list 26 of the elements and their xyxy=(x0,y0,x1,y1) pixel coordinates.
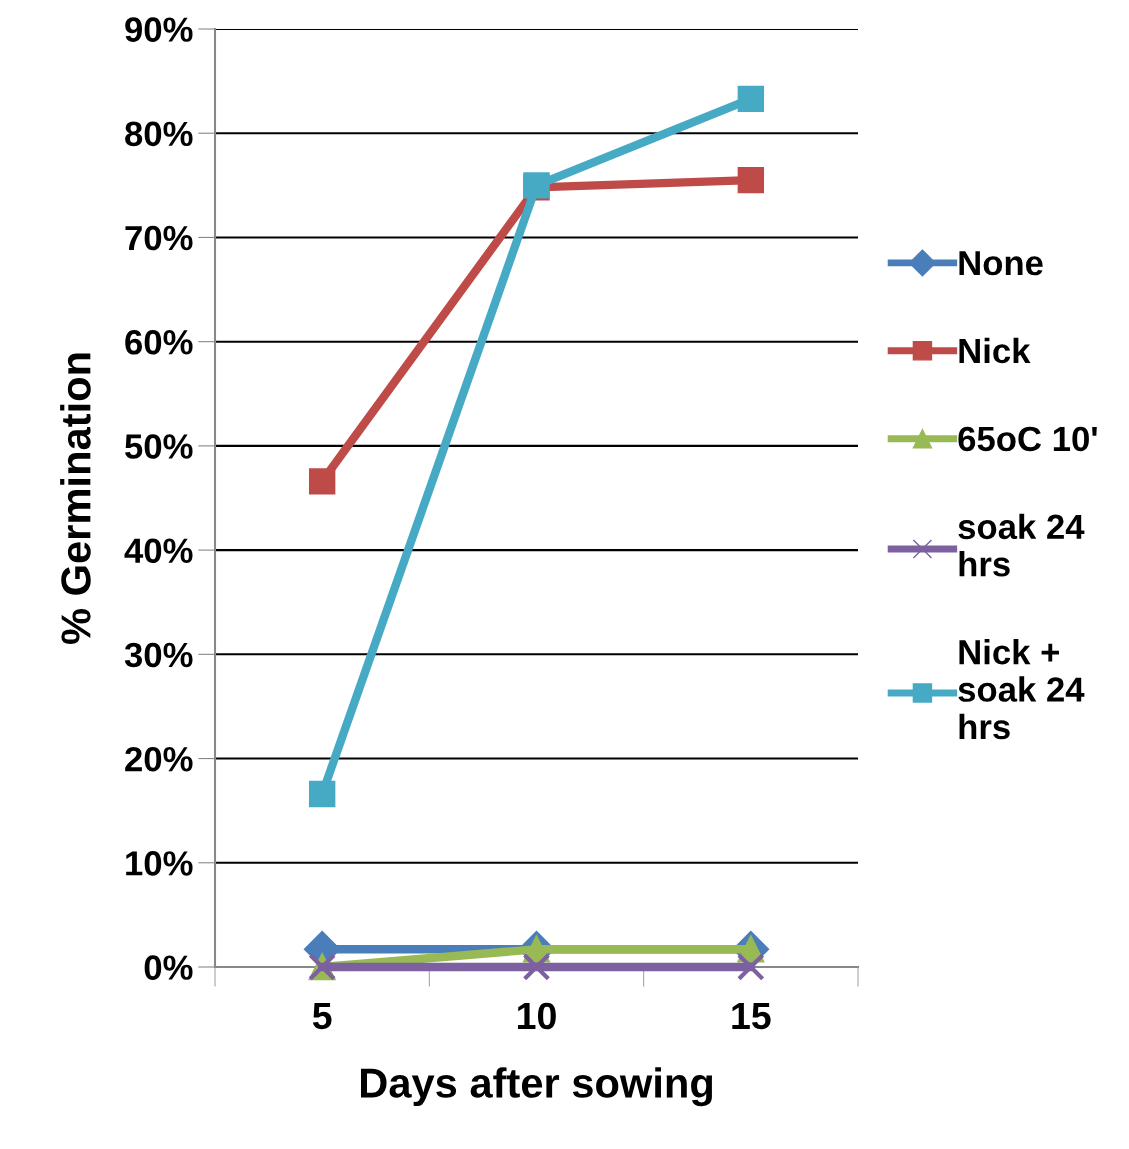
y-axis-title: % Germination xyxy=(60,353,91,644)
y-tick-label: 20% xyxy=(125,746,193,772)
point xyxy=(736,953,765,981)
legend-label: Nick + soak 24 hrs xyxy=(958,638,1085,740)
legend-label: Nick xyxy=(959,337,1031,364)
point xyxy=(737,166,765,194)
legend-label: soak 24 hrs xyxy=(958,513,1085,577)
y-tick-label: 10% xyxy=(126,851,193,876)
y-tick-label: 50% xyxy=(125,434,193,459)
point xyxy=(737,85,765,113)
y-tick-label: 40% xyxy=(124,538,193,564)
x-tick-label: 10 xyxy=(518,1002,556,1030)
x-tick-label: 5 xyxy=(312,1003,332,1030)
y-tick-label: 80% xyxy=(125,121,193,147)
y-tick-label: 90% xyxy=(125,17,193,42)
x-tick-label: 15 xyxy=(732,1003,771,1030)
y-tick-label: 70% xyxy=(125,225,193,251)
y-tick-label: 0% xyxy=(144,955,193,980)
x-axis-title: Days after sowing xyxy=(361,1067,713,1107)
point xyxy=(308,468,336,495)
legend-label: None xyxy=(959,251,1043,276)
point xyxy=(522,953,551,981)
point xyxy=(308,780,336,808)
y-tick-label: 30% xyxy=(124,642,193,668)
legend-label: 65oC 10' xyxy=(958,426,1097,452)
y-tick-label: 60% xyxy=(125,330,193,355)
